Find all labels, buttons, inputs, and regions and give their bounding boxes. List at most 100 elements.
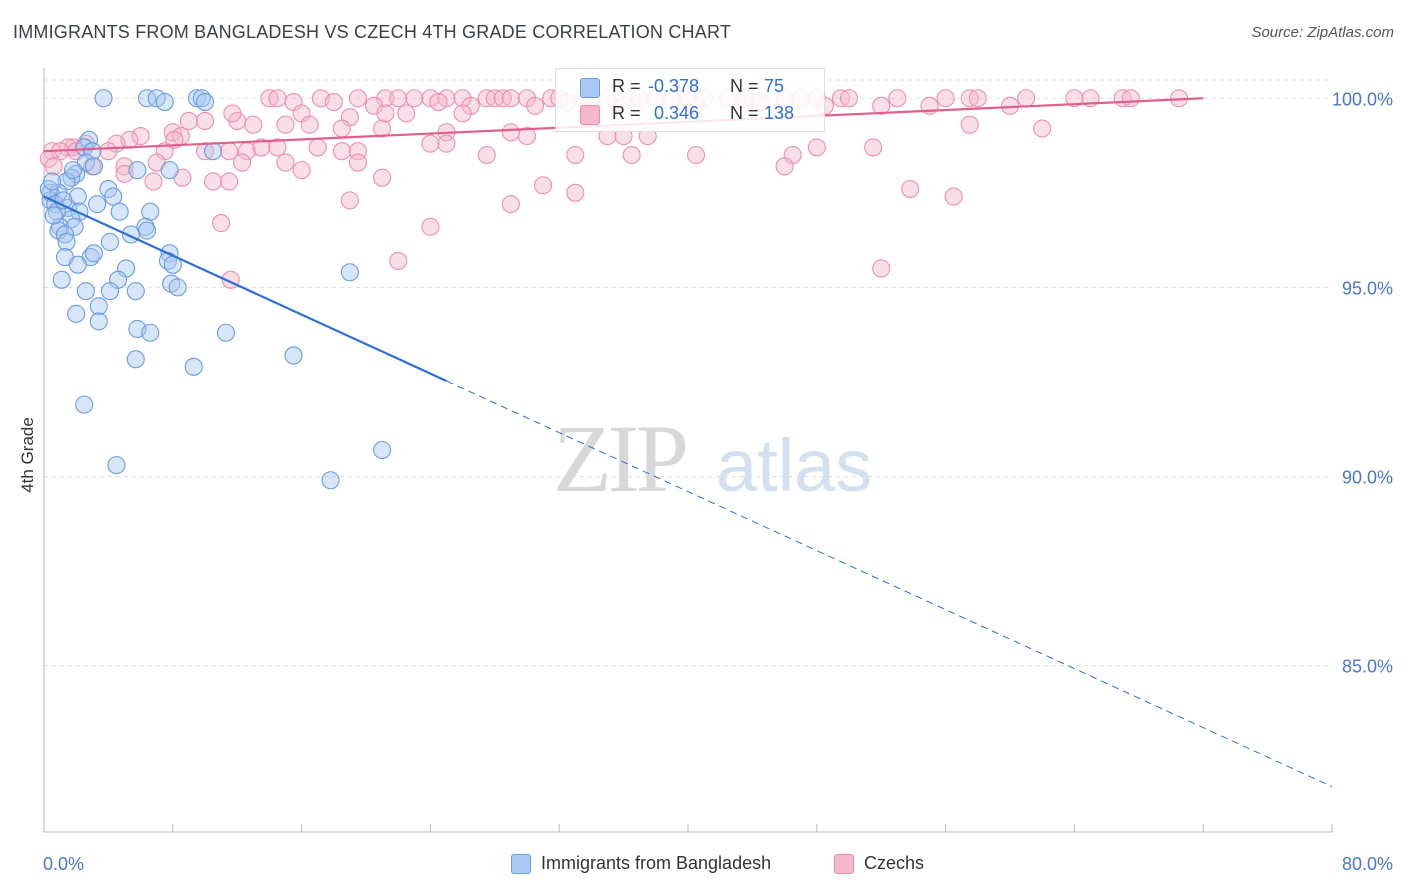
blue-swatch [511,854,531,874]
y-tick-label: 95.0% [1342,278,1393,298]
bangladesh-point [52,270,71,289]
czechs-point [373,119,392,138]
n-value: 138 [764,103,795,123]
czechs-point [437,134,456,153]
bangladesh-point [216,323,235,342]
czechs-point [1121,89,1140,108]
x-tick-marks [43,824,1333,832]
bangladesh-point [42,172,62,191]
bangladesh-point [155,92,174,112]
czechs-point [244,115,263,134]
czechs-point [131,127,150,146]
bangladesh-point [94,89,113,108]
czechs-point [775,157,794,176]
bangladesh-point [141,323,160,342]
czechs-point [1033,119,1052,138]
bangladesh-point [75,395,94,414]
pink-swatch [580,105,600,125]
czechs-point [872,96,891,115]
r-label: R = [612,76,641,96]
r-label: R = [612,103,641,123]
czechs-point [340,191,359,210]
czechs-point [373,168,392,187]
czechs-point [872,259,891,278]
czechs-point [477,145,496,165]
czechs-point [534,176,553,195]
r-value: -0.378 [648,76,700,96]
czechs-point [839,89,859,108]
bangladesh-point [126,282,145,301]
czechs-point [888,89,907,108]
bangladesh-point [321,471,340,490]
bangladesh-point [141,202,160,221]
czechs-point [276,115,295,134]
czechs-point [864,138,883,157]
pink-swatch [834,854,854,874]
czechs-point [397,104,416,123]
y-tick-label: 100.0% [1332,89,1393,109]
czechs-point [332,119,351,138]
czechs-point [144,172,163,191]
bangladesh-point [55,225,74,244]
czechs-point [901,179,920,199]
trend-lines [43,97,1333,788]
czechs-point [99,142,118,161]
bangladesh-point [100,232,120,252]
bangladesh-point [84,244,103,263]
bangladesh-point [137,89,157,108]
czechs-point [622,145,641,165]
bangladesh-point [104,187,123,206]
czechs-point [936,89,955,108]
czechs-point [686,145,706,165]
czechs-point [429,92,448,112]
bangladesh-point [67,304,86,323]
source-credit: Source: ZipAtlas.com [1251,24,1394,41]
czechs-point [348,89,368,108]
bangladesh-point [57,232,76,252]
czechs-point [1017,89,1036,108]
bangladesh-point [184,357,203,376]
czechs-point [421,217,440,236]
czechs-point [292,161,311,180]
x-tick-label: 0.0% [43,854,84,874]
czechs-point [220,172,239,191]
watermark: ZIP atlas [553,405,872,512]
bangladesh-point [110,202,129,221]
czechs-point [1065,89,1084,108]
bangladesh-trend-extension [446,380,1333,788]
y-tick-label: 90.0% [1342,467,1393,487]
bangladesh-point [44,206,63,225]
czechs-point [517,127,537,146]
czechs-point [376,104,395,123]
czechs-point [566,145,585,165]
czechs-point [195,111,215,131]
czechs-point [212,214,231,233]
bangladesh-point [126,350,145,369]
czechs-point [268,89,287,108]
czechs-point [501,123,520,142]
bangladesh-point [68,255,87,274]
czechs-point [421,134,440,153]
czechs-point [324,92,343,112]
bangladesh-point [340,263,359,282]
czechs-point [179,111,198,131]
czechs-point [308,138,327,157]
r-value: 0.346 [654,103,700,123]
bangladesh-point [100,282,120,301]
n-label: N = [730,76,759,96]
bangladesh-point [63,161,83,180]
czechs-point [944,187,963,206]
czechs-point [44,157,63,176]
bangladesh-point [204,142,223,161]
czechs-point [389,89,408,108]
blue-swatch [580,78,600,98]
czechs-point [525,96,545,115]
y-tick-label: 85.0% [1342,657,1393,677]
czechs-point [232,153,252,172]
n-label: N = [730,103,759,123]
y-axis-label: 4th Grade [18,417,37,493]
czechs-point [223,104,242,123]
bangladesh-point [107,456,126,475]
bangladesh-point [195,92,215,112]
